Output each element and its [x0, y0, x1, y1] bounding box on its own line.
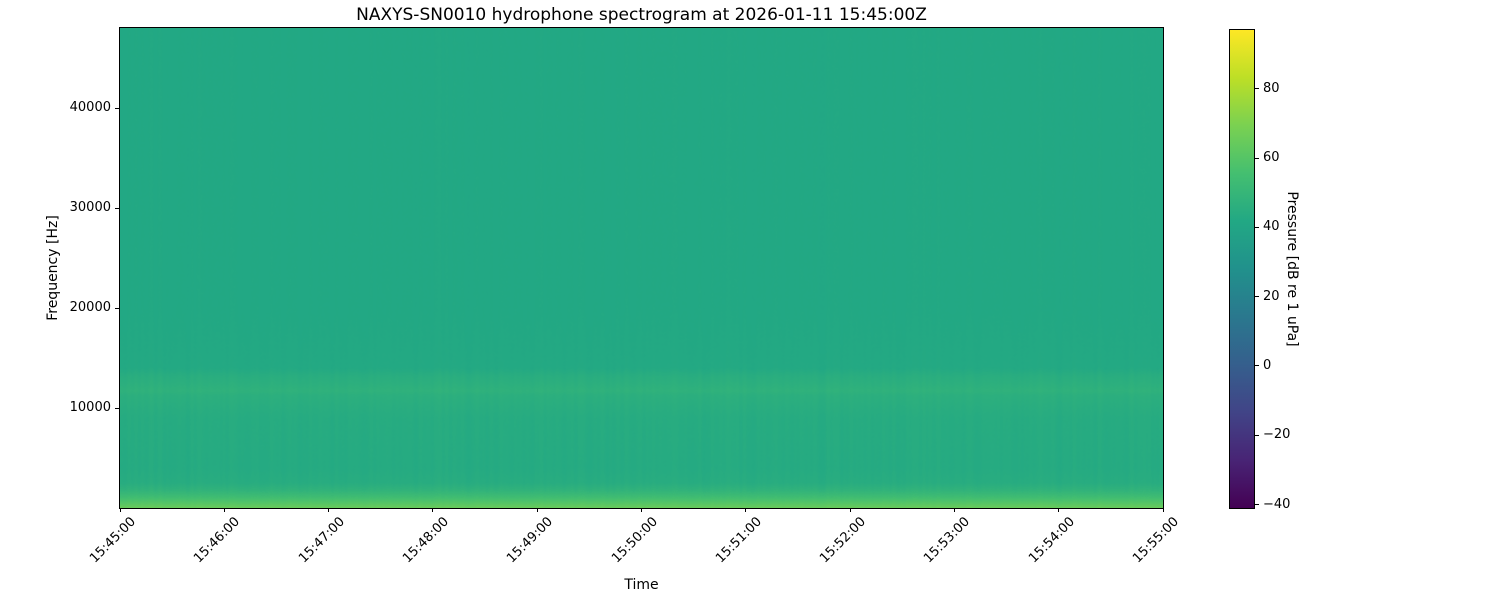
colorbar-tick-label: 0: [1263, 357, 1272, 373]
y-tick-label: 10000: [69, 400, 111, 415]
colorbar-tick-mark: [1255, 504, 1259, 506]
chart-title: NAXYS-SN0010 hydrophone spectrogram at 2…: [356, 5, 927, 25]
colorbar-tick-label: 20: [1263, 288, 1280, 304]
y-tick-label: 40000: [69, 100, 111, 115]
x-tick-mark: [536, 508, 538, 512]
y-tick-label: 20000: [69, 300, 111, 315]
y-tick-label: 30000: [69, 200, 111, 215]
colorbar-tick-label: 60: [1263, 150, 1280, 166]
y-tick-mark: [115, 107, 119, 109]
x-tick-mark: [953, 508, 955, 512]
x-tick-mark: [641, 508, 642, 512]
colorbar-tick-mark: [1255, 296, 1259, 298]
y-tick-mark: [115, 407, 119, 409]
plot-area: [119, 27, 1164, 509]
colorbar-tick-mark: [1255, 226, 1259, 228]
x-tick-mark: [223, 508, 225, 512]
colorbar-label: Pressure [dB re 1 uPa]: [1284, 191, 1300, 347]
x-tick-mark: [432, 508, 434, 512]
x-axis-label: Time: [624, 577, 659, 593]
x-tick-mark: [849, 508, 851, 512]
colorbar-tick-label: 40: [1263, 219, 1280, 235]
colorbar-tick-mark: [1255, 88, 1259, 90]
spectrogram-canvas: [120, 28, 1163, 508]
x-tick-mark: [119, 508, 121, 512]
colorbar-tick-label: 80: [1263, 80, 1280, 96]
colorbar-tick-label: −20: [1263, 427, 1291, 443]
x-tick-mark: [1058, 508, 1060, 512]
colorbar: [1229, 29, 1255, 509]
colorbar-tick-mark: [1255, 365, 1259, 367]
y-tick-mark: [115, 207, 119, 209]
x-tick-mark: [1162, 508, 1164, 512]
y-tick-mark: [115, 307, 119, 309]
colorbar-gradient: [1230, 30, 1254, 508]
colorbar-tick-mark: [1255, 157, 1259, 159]
colorbar-tick-mark: [1255, 434, 1259, 436]
x-tick-mark: [328, 508, 330, 512]
x-tick-mark: [745, 508, 747, 512]
colorbar-tick-label: −40: [1263, 496, 1291, 512]
